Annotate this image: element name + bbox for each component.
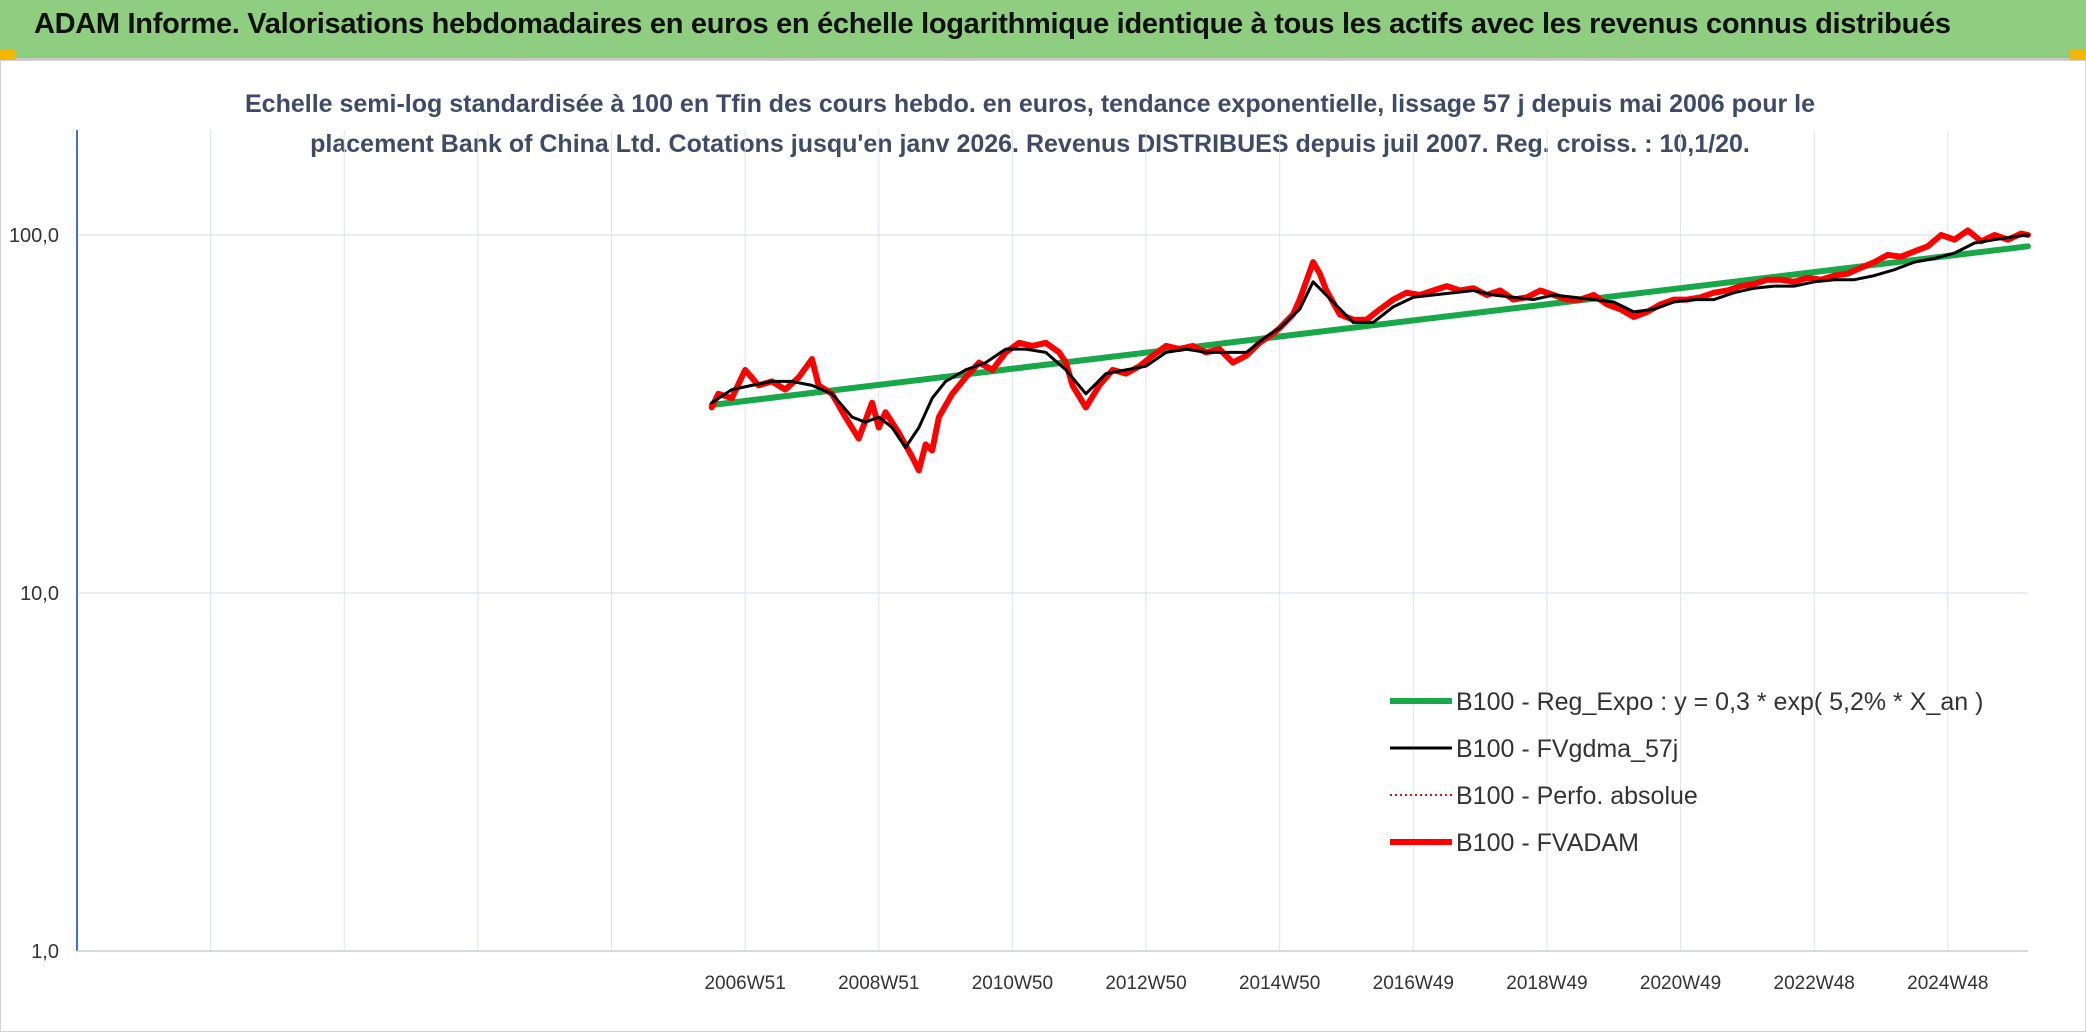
legend-label: B100 - Perfo. absolue <box>1456 782 1698 810</box>
series-line-3 <box>708 227 2031 474</box>
x-tick-label: 2020W49 <box>1640 973 1721 994</box>
x-tick-label: 2006W51 <box>704 973 785 994</box>
chart-subtitle-line-2: placement Bank of China Ltd. Cotations j… <box>310 130 1750 158</box>
chart-subtitle: Echelle semi-log standardisée à 100 en T… <box>230 84 1830 164</box>
x-tick-label: 2022W48 <box>1774 973 1855 994</box>
y-tick-label: 10,0 <box>20 583 59 605</box>
report-banner: ADAM Informe. Valorisations hebdomadaire… <box>0 0 2086 60</box>
chart-frame <box>0 60 2086 1032</box>
corner-marker-top-right <box>2070 50 2086 62</box>
x-tick-label: 2016W49 <box>1373 973 1454 994</box>
corner-marker-top-left <box>0 50 16 62</box>
x-tick-label: 2012W50 <box>1105 973 1186 994</box>
x-tick-label: 2014W50 <box>1239 973 1320 994</box>
series-line-0 <box>708 243 2031 408</box>
x-tick-label: 2010W50 <box>972 973 1053 994</box>
legend-label: B100 - Reg_Expo : y = 0,3 * exp( 5,2% * … <box>1456 688 1983 716</box>
y-tick-label: 100,0 <box>9 225 59 247</box>
chart-subtitle-line-1: Echelle semi-log standardisée à 100 en T… <box>245 90 1815 118</box>
x-tick-label: 2018W49 <box>1506 973 1587 994</box>
y-tick-label: 1,0 <box>31 941 59 963</box>
report-title: ADAM Informe. Valorisations hebdomadaire… <box>34 8 1951 40</box>
series-line-1 <box>710 233 2030 449</box>
x-tick-label: 2024W48 <box>1907 973 1988 994</box>
legend-label: B100 - FVADAM <box>1456 829 1639 857</box>
legend-label: B100 - FVgdma_57j <box>1456 735 1678 763</box>
x-tick-label: 2008W51 <box>838 973 919 994</box>
